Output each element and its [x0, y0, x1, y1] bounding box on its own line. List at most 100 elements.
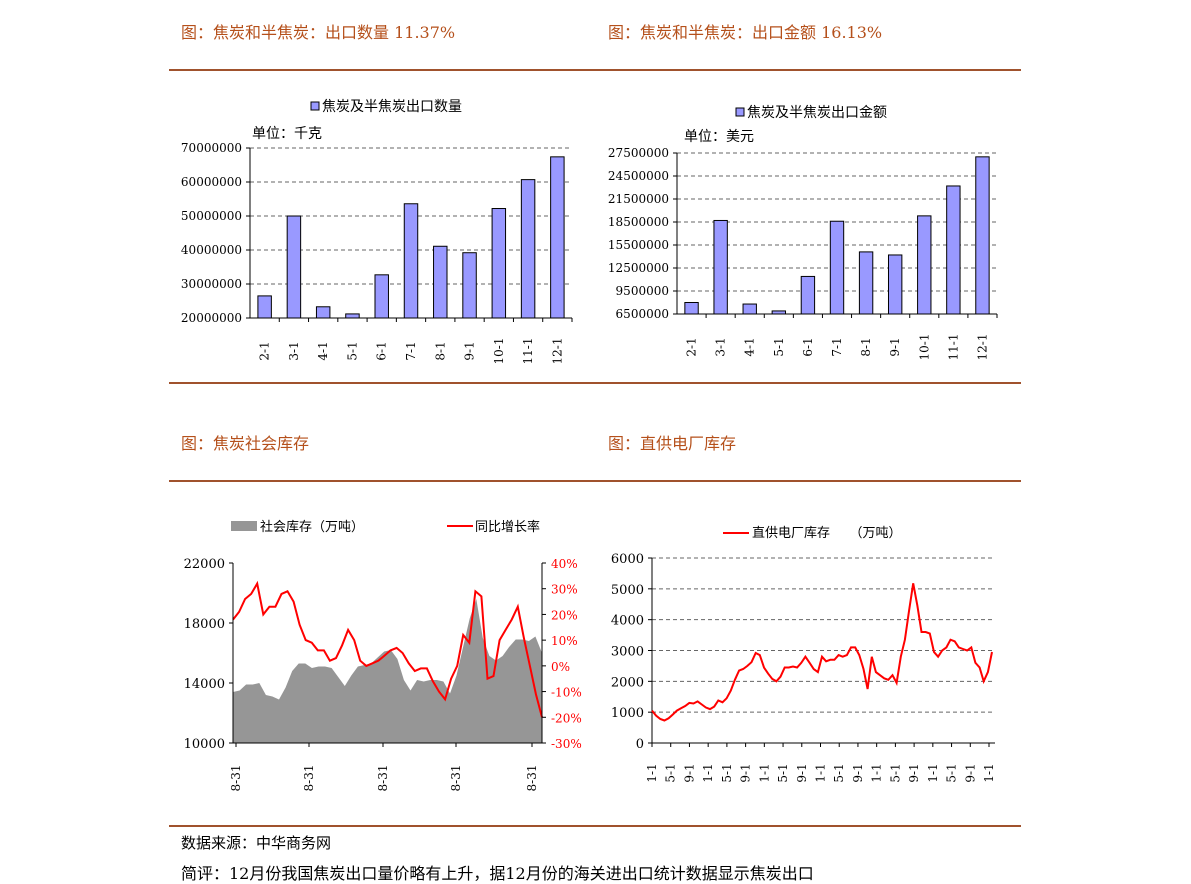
y-tick-label-left: 14000	[184, 677, 225, 692]
x-tick-label: 8-1	[859, 337, 873, 356]
x-tick-label: 9-1	[739, 763, 753, 782]
y-tick-label: 4000	[611, 614, 644, 629]
y-tick-label-right: 0%	[551, 660, 570, 674]
x-tick-label: 5-1	[664, 763, 678, 782]
bar	[550, 156, 565, 319]
bar	[771, 310, 787, 315]
x-tick-label: 1-1	[645, 763, 659, 782]
y-tick-label-right: -20%	[551, 711, 582, 725]
x-tick-label: 9-1	[907, 763, 921, 782]
x-tick-label: 1-1	[926, 763, 940, 782]
x-tick-label: 10-1	[492, 338, 506, 365]
x-tick-label: 1-1	[814, 763, 828, 782]
x-tick-label: 1-1	[757, 763, 771, 782]
x-tick-label: 11-1	[946, 334, 960, 361]
bar	[403, 203, 419, 319]
bar	[887, 254, 903, 315]
y-tick-label: 18500000	[608, 215, 669, 229]
x-tick-label: 9-1	[963, 763, 977, 782]
x-tick-label: 12-1	[975, 334, 989, 361]
divider	[169, 825, 1021, 827]
x-tick-label: 2-1	[258, 341, 272, 360]
y-tick-label: 20000000	[181, 311, 242, 325]
y-tick-label: 21500000	[608, 192, 669, 206]
data-source: 数据来源：中华商务网	[181, 834, 332, 852]
legend-swatch-area	[231, 521, 257, 531]
y-tick-label: 27500000	[608, 146, 669, 160]
bar	[858, 251, 874, 315]
x-tick-label: 6-1	[801, 337, 815, 356]
y-tick-label-right: 30%	[551, 583, 578, 597]
unit-label: 单位：美元	[684, 129, 754, 145]
divider	[169, 480, 1021, 482]
legend-label: 直供电厂库存 （万吨）	[752, 525, 902, 541]
x-tick-label: 5-1	[776, 763, 790, 782]
bar	[946, 185, 961, 315]
x-tick-label: 12-1	[550, 338, 564, 365]
bar	[374, 274, 389, 319]
x-tick-label: 4-1	[316, 341, 330, 360]
divider	[169, 382, 1021, 384]
y-tick-label: 0	[636, 737, 644, 752]
y-tick-label: 70000000	[181, 141, 242, 155]
y-tick-label: 5000	[611, 583, 644, 598]
y-tick-label: 6000	[611, 552, 644, 567]
y-tick-label: 15500000	[608, 238, 669, 252]
y-tick-label-left: 18000	[184, 617, 225, 632]
y-tick-label-right: 20%	[551, 608, 578, 622]
chart-title-export-volume: 图：焦炭和半焦炭：出口数量 11.37%	[181, 23, 456, 42]
x-tick-label: 11-1	[521, 338, 535, 365]
y-tick-label: 24500000	[608, 169, 669, 183]
bar	[520, 179, 536, 319]
legend-swatch	[310, 101, 320, 111]
x-tick-label: 5-1	[832, 763, 846, 782]
x-tick-label: 8-31	[302, 765, 316, 792]
x-tick-label: 4-1	[743, 337, 757, 356]
legend-swatch	[735, 107, 745, 117]
x-tick-label: 8-31	[376, 765, 390, 792]
x-tick-label: 3-1	[714, 337, 728, 356]
chart-title-coke-social-stock: 图：焦炭社会库存	[181, 434, 310, 453]
y-tick-label-left: 10000	[184, 737, 225, 752]
x-tick-label: 9-1	[682, 763, 696, 782]
y-tick-label: 30000000	[181, 277, 242, 291]
x-tick-label: 8-31	[449, 765, 463, 792]
legend-label: 焦炭及半焦炭出口数量	[322, 99, 462, 115]
x-tick-label: 5-1	[345, 341, 359, 360]
line-series-power-plant-stock	[651, 583, 993, 722]
bar	[800, 275, 816, 315]
x-tick-label: 5-1	[888, 763, 902, 782]
line-series-yoy-growth	[232, 580, 543, 718]
bar	[257, 295, 272, 319]
x-tick-label: 1-1	[870, 763, 884, 782]
y-tick-label: 40000000	[181, 243, 242, 257]
bar	[315, 306, 331, 319]
y-tick-label: 12500000	[608, 261, 669, 275]
unit-label: 单位：千克	[252, 126, 322, 142]
x-tick-label: 6-1	[375, 341, 389, 360]
y-tick-label-right: 40%	[551, 557, 578, 571]
bar	[713, 219, 728, 315]
y-tick-label: 50000000	[181, 209, 242, 223]
x-tick-label: 7-1	[830, 337, 844, 356]
x-tick-label: 9-1	[888, 337, 902, 356]
y-tick-label: 6500000	[616, 307, 669, 321]
x-tick-label: 8-31	[229, 765, 243, 792]
chart-title-export-value: 图：焦炭和半焦炭：出口金额 16.13%	[608, 23, 883, 42]
bar	[491, 208, 507, 319]
bar	[286, 215, 302, 319]
x-tick-label: 9-1	[795, 763, 809, 782]
area-series-social-stock	[233, 599, 542, 743]
y-tick-label: 9500000	[616, 284, 669, 298]
bar	[462, 252, 477, 319]
x-tick-label: 3-1	[287, 341, 301, 360]
x-tick-label: 1-1	[982, 763, 996, 782]
x-tick-label: 9-1	[463, 341, 477, 360]
x-tick-label: 10-1	[917, 334, 931, 361]
bar	[433, 245, 448, 319]
commentary: 简评：12月份我国焦炭出口量价略有上升，据12月份的海关进出口统计数据显示焦炭出…	[181, 864, 814, 883]
x-tick-label: 8-1	[433, 341, 447, 360]
bar	[345, 313, 360, 319]
x-tick-label: 7-1	[404, 341, 418, 360]
